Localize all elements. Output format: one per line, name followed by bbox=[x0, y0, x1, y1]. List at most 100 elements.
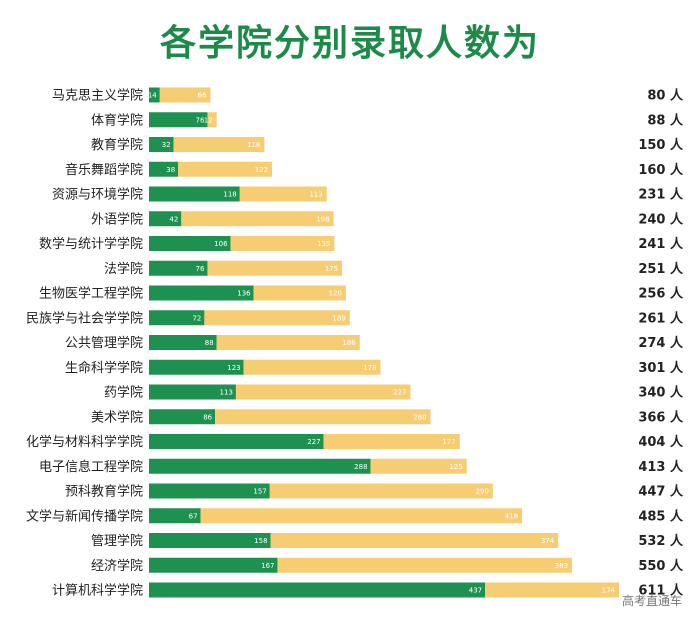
chart-title: 各学院分别录取人数为 bbox=[159, 23, 540, 64]
total-label: 261 人 bbox=[638, 310, 684, 326]
bar-segment-green bbox=[149, 186, 240, 202]
value-label-green: 106 bbox=[214, 240, 228, 248]
category-label: 法学院 bbox=[104, 261, 143, 277]
bar-segment-green bbox=[149, 260, 208, 276]
total-label: 447 人 bbox=[638, 484, 684, 500]
value-label-green: 14 bbox=[148, 92, 157, 100]
category-label: 音乐舞蹈学院 bbox=[65, 162, 143, 178]
total-label: 241 人 bbox=[638, 236, 684, 252]
value-label-yellow: 118 bbox=[247, 141, 260, 149]
bar-segment-yellow bbox=[207, 260, 343, 276]
total-label: 240 人 bbox=[638, 211, 684, 227]
total-label: 231 人 bbox=[638, 187, 684, 203]
category-label: 数学与统计学学院 bbox=[39, 236, 143, 252]
value-label-green: 67 bbox=[189, 512, 198, 520]
value-label-green: 76 bbox=[196, 265, 205, 273]
bar-segment-green bbox=[149, 582, 486, 598]
value-label-yellow: 120 bbox=[329, 290, 342, 298]
category-label: 化学与材料科学学院 bbox=[26, 434, 143, 450]
value-label-green: 167 bbox=[261, 562, 274, 570]
total-label: 160 人 bbox=[638, 162, 684, 178]
bar-segment-yellow bbox=[235, 384, 411, 400]
value-label-yellow: 135 bbox=[317, 240, 330, 248]
category-label: 公共管理学院 bbox=[65, 335, 143, 351]
value-label-green: 157 bbox=[253, 488, 266, 496]
category-label: 生命科学学院 bbox=[65, 360, 143, 376]
value-label-yellow: 174 bbox=[602, 587, 616, 595]
value-label-green: 86 bbox=[203, 413, 212, 421]
value-label-green: 38 bbox=[166, 166, 175, 174]
category-label: 资源与环境学院 bbox=[52, 187, 143, 203]
value-label-yellow: 290 bbox=[475, 488, 488, 496]
category-label: 电子信息工程学院 bbox=[39, 459, 143, 475]
bar-segment-green bbox=[149, 161, 179, 177]
total-label: 274 人 bbox=[638, 335, 684, 351]
value-label-green: 227 bbox=[307, 438, 320, 446]
bar-segment-yellow bbox=[159, 87, 211, 103]
total-label: 340 人 bbox=[638, 385, 684, 401]
value-label-green: 437 bbox=[469, 587, 482, 595]
total-label: 413 人 bbox=[638, 459, 684, 475]
value-label-yellow: 122 bbox=[255, 166, 268, 174]
value-label-yellow: 280 bbox=[413, 413, 426, 421]
bar-segment-yellow bbox=[269, 483, 493, 499]
value-label-green: 158 bbox=[254, 537, 267, 545]
value-label-yellow: 66 bbox=[198, 92, 207, 100]
bar-segment-green bbox=[149, 384, 236, 400]
category-label: 民族学与社会学学院 bbox=[26, 310, 143, 326]
bar-segment-green bbox=[149, 112, 208, 128]
bar-segment-green bbox=[149, 557, 278, 573]
bar-segment-yellow bbox=[243, 359, 381, 375]
bar-segment-yellow bbox=[253, 285, 346, 301]
total-label: 550 人 bbox=[638, 558, 684, 574]
category-label: 管理学院 bbox=[91, 533, 143, 549]
bar-segment-yellow bbox=[485, 582, 619, 598]
bar-segment-green bbox=[149, 483, 270, 499]
category-label: 美术学院 bbox=[91, 409, 143, 425]
value-label-yellow: 113 bbox=[309, 191, 322, 199]
bar-segment-yellow bbox=[178, 161, 273, 177]
value-label-green: 113 bbox=[220, 389, 233, 397]
total-label: 611 人 bbox=[638, 583, 684, 599]
bar-segment-yellow bbox=[200, 508, 523, 524]
bar-segment-yellow bbox=[181, 211, 334, 227]
value-label-green: 88 bbox=[205, 339, 214, 347]
value-label-green: 288 bbox=[354, 463, 367, 471]
category-label: 体育学院 bbox=[91, 112, 143, 128]
value-label-yellow: 175 bbox=[325, 265, 338, 273]
bar-segment-green bbox=[149, 310, 205, 326]
bar-segment-yellow bbox=[204, 310, 350, 326]
value-label-yellow: 227 bbox=[393, 389, 406, 397]
bar-segment-yellow bbox=[270, 533, 559, 548]
value-label-yellow: 125 bbox=[449, 463, 462, 471]
value-label-yellow: 418 bbox=[505, 512, 518, 520]
total-label: 404 人 bbox=[638, 434, 684, 450]
value-label-yellow: 178 bbox=[363, 364, 376, 372]
bar-segment-yellow bbox=[230, 236, 335, 251]
bar-segment-green bbox=[149, 458, 371, 474]
bar-segment-green bbox=[149, 211, 182, 227]
bar-segment-green bbox=[149, 236, 231, 251]
total-label: 301 人 bbox=[638, 360, 684, 376]
category-label: 经济学院 bbox=[91, 558, 143, 574]
value-label-green: 32 bbox=[162, 141, 171, 149]
bar-segment-yellow bbox=[216, 335, 360, 350]
category-label: 药学院 bbox=[104, 385, 143, 401]
value-label-yellow: 374 bbox=[541, 537, 555, 545]
bar-segment-green bbox=[149, 87, 160, 103]
value-label-yellow: 189 bbox=[332, 314, 345, 322]
total-label: 88 人 bbox=[647, 112, 684, 128]
value-label-green: 76 bbox=[196, 116, 205, 124]
total-label: 80 人 bbox=[647, 88, 684, 104]
value-label-yellow: 12 bbox=[204, 116, 213, 124]
value-label-green: 136 bbox=[237, 290, 251, 298]
total-label: 256 人 bbox=[638, 286, 684, 302]
bar-segment-green bbox=[149, 285, 254, 301]
bar-segment-green bbox=[149, 359, 244, 375]
total-label: 150 人 bbox=[638, 137, 684, 153]
value-label-green: 123 bbox=[227, 364, 240, 372]
category-label: 外语学院 bbox=[91, 211, 143, 227]
watermark: 高考直通车 bbox=[621, 594, 682, 608]
category-label: 预科教育学院 bbox=[65, 484, 143, 500]
